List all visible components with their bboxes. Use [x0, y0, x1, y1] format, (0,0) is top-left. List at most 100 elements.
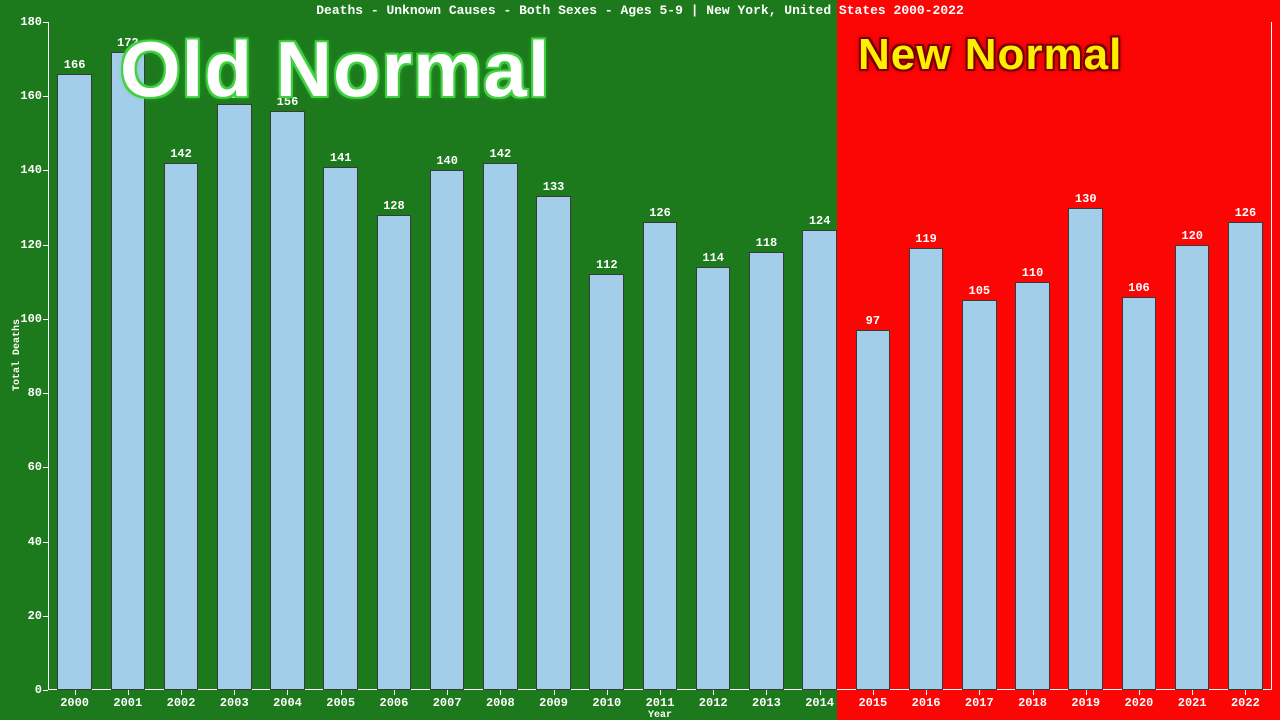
x-tick-label: 2019	[1071, 696, 1100, 710]
bar-value-label: 118	[756, 236, 778, 250]
overlay-new-normal: New Normal	[858, 30, 1122, 80]
bar-value-label: 110	[1022, 266, 1044, 280]
x-tick-label: 2008	[486, 696, 515, 710]
bar	[377, 215, 412, 690]
x-tick-label: 2014	[805, 696, 834, 710]
x-tick-label: 2007	[433, 696, 462, 710]
x-tick-label: 2003	[220, 696, 249, 710]
x-axis-label: Year	[648, 710, 672, 720]
bar	[589, 274, 624, 690]
x-tick-label: 2013	[752, 696, 781, 710]
overlay-old-normal: Old Normal	[120, 24, 550, 115]
chart-title: Deaths - Unknown Causes - Both Sexes - A…	[0, 3, 1280, 18]
bar	[217, 104, 252, 690]
x-tick-mark	[607, 690, 608, 695]
bar	[856, 330, 891, 690]
x-tick-label: 2010	[592, 696, 621, 710]
bar-value-label: 124	[809, 214, 831, 228]
x-tick-label: 2021	[1178, 696, 1207, 710]
bar	[483, 163, 518, 690]
x-tick-mark	[447, 690, 448, 695]
y-axis-label: Total Deaths	[12, 319, 23, 391]
x-tick-mark	[500, 690, 501, 695]
x-tick-label: 2011	[646, 696, 675, 710]
y-tick-mark	[43, 616, 48, 617]
x-tick-mark	[979, 690, 980, 695]
x-tick-label: 2018	[1018, 696, 1047, 710]
bar-value-label: 120	[1181, 229, 1203, 243]
bar-value-label: 97	[866, 314, 880, 328]
y-axis-line	[48, 22, 49, 690]
x-tick-label: 2005	[326, 696, 355, 710]
x-tick-label: 2020	[1125, 696, 1154, 710]
bar	[430, 170, 465, 690]
x-tick-mark	[128, 690, 129, 695]
bar	[1015, 282, 1050, 690]
bar-value-label: 142	[490, 147, 512, 161]
x-tick-mark	[1192, 690, 1193, 695]
x-tick-mark	[181, 690, 182, 695]
bar-value-label: 142	[170, 147, 192, 161]
x-tick-mark	[820, 690, 821, 695]
x-tick-label: 2001	[113, 696, 142, 710]
x-tick-mark	[1086, 690, 1087, 695]
bar	[164, 163, 199, 690]
x-tick-mark	[341, 690, 342, 695]
bar	[1068, 208, 1103, 690]
y-tick-mark	[43, 542, 48, 543]
x-tick-label: 2002	[167, 696, 196, 710]
x-tick-mark	[926, 690, 927, 695]
chart-root: Deaths - Unknown Causes - Both Sexes - A…	[0, 0, 1280, 720]
bar	[962, 300, 997, 690]
bar-value-label: 140	[436, 154, 458, 168]
bar-value-label: 112	[596, 258, 618, 272]
bar-value-label: 126	[1235, 206, 1257, 220]
x-tick-mark	[75, 690, 76, 695]
x-tick-label: 2015	[858, 696, 887, 710]
x-tick-mark	[1139, 690, 1140, 695]
bar	[1122, 297, 1157, 690]
bar-value-label: 119	[915, 232, 937, 246]
bar-value-label: 130	[1075, 192, 1097, 206]
bar-value-label: 141	[330, 151, 352, 165]
bar	[270, 111, 305, 690]
x-tick-label: 2012	[699, 696, 728, 710]
bar-value-label: 126	[649, 206, 671, 220]
bar	[696, 267, 731, 690]
x-tick-mark	[873, 690, 874, 695]
x-tick-mark	[554, 690, 555, 695]
x-tick-label: 2006	[380, 696, 409, 710]
bar	[643, 222, 678, 690]
bar-value-label: 166	[64, 58, 86, 72]
x-tick-mark	[287, 690, 288, 695]
y-tick-mark	[43, 22, 48, 23]
x-tick-label: 2004	[273, 696, 302, 710]
y-tick-mark	[43, 393, 48, 394]
x-tick-label: 2017	[965, 696, 994, 710]
bar	[323, 167, 358, 690]
bar	[57, 74, 92, 690]
bar-value-label: 128	[383, 199, 405, 213]
x-tick-label: 2022	[1231, 696, 1260, 710]
bar	[1175, 245, 1210, 690]
bar-value-label: 105	[968, 284, 990, 298]
bar	[802, 230, 837, 690]
bar	[111, 52, 146, 690]
x-tick-mark	[234, 690, 235, 695]
x-tick-mark	[394, 690, 395, 695]
bar-value-label: 106	[1128, 281, 1150, 295]
plot-area: 0204060801001201401601801662000172200114…	[48, 22, 1272, 690]
x-tick-mark	[766, 690, 767, 695]
y-axis-line-right	[1271, 22, 1272, 690]
y-tick-mark	[43, 170, 48, 171]
y-tick-mark	[43, 467, 48, 468]
bar-value-label: 114	[702, 251, 724, 265]
x-tick-mark	[660, 690, 661, 695]
bar	[1228, 222, 1263, 690]
y-tick-mark	[43, 319, 48, 320]
x-tick-mark	[713, 690, 714, 695]
y-tick-mark	[43, 690, 48, 691]
bar	[749, 252, 784, 690]
bar	[536, 196, 571, 690]
x-tick-label: 2009	[539, 696, 568, 710]
